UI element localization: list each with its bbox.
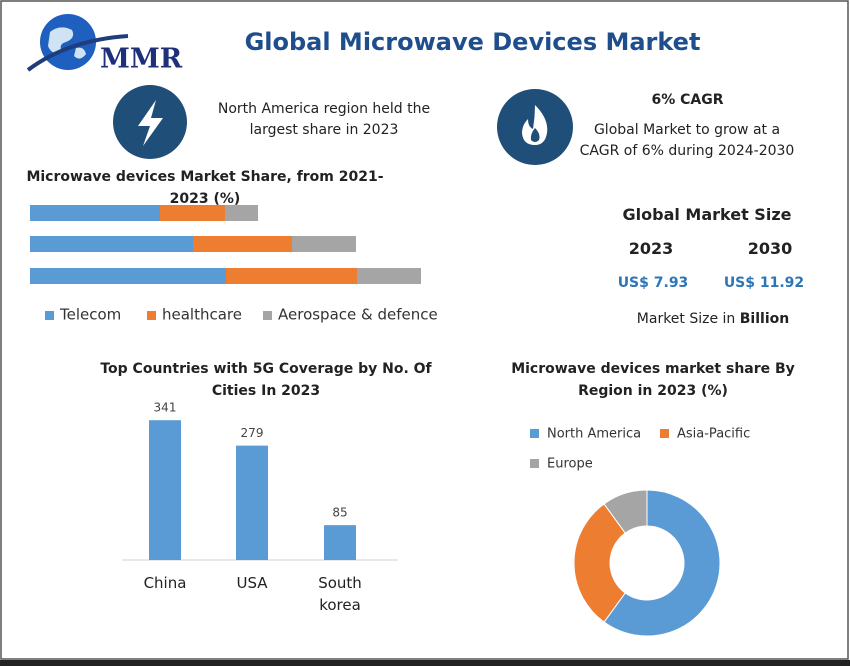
bar-segment [226,268,357,284]
x-tick-label: USA [236,574,268,592]
market-value: US$ 11.92 [723,275,805,291]
logo-globe [26,14,129,72]
logo-text: MMR [100,44,183,75]
bar-segment [292,236,356,252]
market-note: Market Size in Billion [600,311,826,327]
legend-swatch [660,429,669,438]
legend-swatch [530,459,539,468]
legend-swatch [147,311,156,320]
note-text: Market Size in [636,311,736,327]
value-label: 279 [241,426,264,440]
year: 2023 [628,239,674,258]
bar-segment [30,205,160,221]
bar-segment [193,236,292,252]
note-unit: Billion [739,311,790,327]
legend-swatch [263,311,272,320]
lightning-icon [113,85,187,159]
legend-swatch [530,429,539,438]
bar-segment [30,236,193,252]
flame-icon [497,89,573,165]
bar [324,525,356,560]
legend-label: North America [547,427,641,442]
market-size-title: Global Market Size [622,205,792,224]
bar-segment [225,205,258,221]
pie-slice [603,489,648,534]
chart-title: Microwave devices market share By Region… [511,361,795,399]
year: 2030 [747,239,793,258]
chart-title: Top Countries with 5G Coverage by No. Of… [100,361,432,399]
market-value: US$ 7.93 [617,275,689,291]
value-label: 85 [332,506,347,520]
chart-title: Microwave devices Market Share, from 202… [26,169,384,207]
bar-segment [30,268,226,284]
legend-swatch [45,311,54,320]
legend-label: Telecom [59,306,121,324]
bar [236,445,268,560]
highlight-text: Global Market to grow at a CAGR of 6% du… [579,122,795,159]
page-title: Global Microwave Devices Market [244,28,701,56]
x-tick-label: South korea [318,574,362,614]
bar-segment [160,205,225,221]
bottom-bar [0,660,850,666]
bar-segment [357,268,421,284]
legend-label: Aerospace & defence [278,306,438,324]
highlight-title: 6% CAGR [651,92,724,108]
value-label: 341 [154,401,177,415]
bar [149,420,181,560]
legend-label: Europe [547,457,593,472]
highlight-text: North America region held the largest sh… [217,101,431,138]
pie-slice [603,489,721,637]
legend-label: healthcare [162,306,242,324]
pie-slice [573,503,626,623]
x-tick-label: China [143,574,187,592]
legend-label: Asia-Pacific [677,427,750,442]
